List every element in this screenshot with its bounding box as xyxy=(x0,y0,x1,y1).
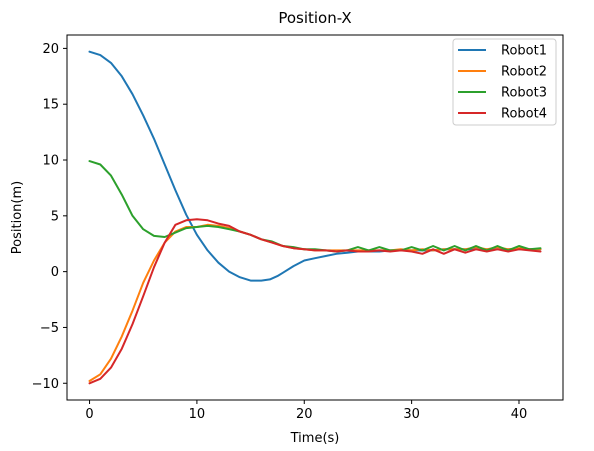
legend-box xyxy=(452,38,557,126)
y-tick-label: 5 xyxy=(51,209,59,224)
legend: Robot1 Robot2 Robot3 Robot4 xyxy=(452,38,557,126)
x-tick-label: 10 xyxy=(189,407,206,422)
legend-label-robot1: Robot1 xyxy=(501,44,547,59)
series-layer xyxy=(88,50,542,385)
chart-title: Position-X xyxy=(278,9,351,27)
y-tick-label: −5 xyxy=(40,321,59,336)
x-axis-title: Time(s) xyxy=(290,431,340,446)
y-tick-label: 10 xyxy=(42,154,59,169)
y-tick-label: 20 xyxy=(42,42,59,57)
y-tick-label: −10 xyxy=(32,377,59,392)
x-axis-ticks: 0 10 20 30 40 xyxy=(85,400,527,422)
legend-label-robot2: Robot2 xyxy=(501,65,547,80)
series-line-robot3 xyxy=(88,160,542,253)
axes-frame xyxy=(66,34,564,401)
x-tick-label: 0 xyxy=(85,407,93,422)
y-tick-label: 15 xyxy=(42,98,59,113)
y-axis-title: Position(m) xyxy=(10,181,25,254)
y-tick-label: 0 xyxy=(51,265,59,280)
y-axis-ticks: −10 −5 0 5 10 15 20 xyxy=(32,42,67,392)
series-line-robot4 xyxy=(88,218,542,385)
legend-label-robot3: Robot3 xyxy=(501,86,547,101)
x-tick-label: 20 xyxy=(296,407,313,422)
x-tick-label: 40 xyxy=(511,407,528,422)
x-tick-label: 30 xyxy=(403,407,420,422)
legend-label-robot4: Robot4 xyxy=(501,107,547,122)
